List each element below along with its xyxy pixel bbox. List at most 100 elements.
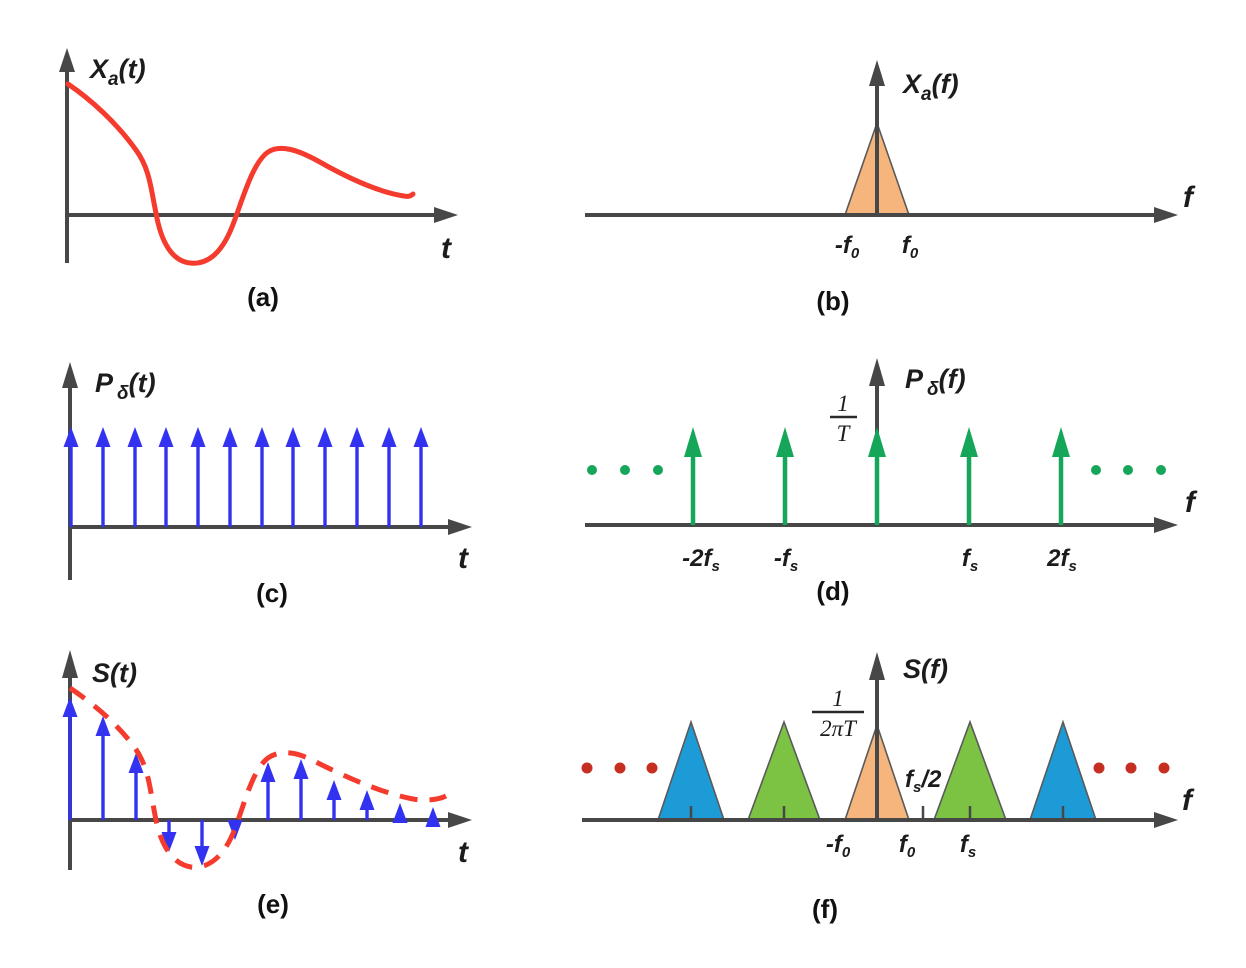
panel-e-xlabel: t [458,836,470,869]
panel-d-x-axis-arrowhead-icon [1154,517,1178,533]
impulse-arrowhead-icon [684,427,702,457]
panel-b-caption: (b) [816,286,849,316]
panel-d-y-axis-arrowhead-icon [869,358,885,386]
panel-a-xlabel: t [441,232,453,265]
impulse-arrowhead-icon [960,427,978,457]
impulse-arrowhead-icon [776,427,794,457]
panel-d-xlabel: f [1185,486,1198,519]
impulse-arrowhead-icon [254,427,270,447]
panel-d-tick-neg-fs: -fs [774,545,798,575]
panel-c-x-axis-arrowhead-icon [448,519,472,535]
impulse-arrowhead-icon [381,427,397,447]
ellipsis-dot [1156,465,1166,475]
panel-b: Xa(f) -f0 f0 f (b) [585,60,1196,316]
panel-b-xlabel: f [1183,181,1196,214]
panel-a-ylabel: Xa(t) [88,54,146,90]
panel-e-x-axis-arrowhead-icon [448,812,472,828]
sampled-envelope-curve [68,685,448,870]
panel-f-tick-neg-f0: -f0 [826,831,851,861]
panel-a-x-axis-arrowhead-icon [434,207,458,223]
panel-c-caption: (c) [256,578,288,608]
impulse-arrowhead-icon [413,427,429,447]
impulse-arrowhead-icon [317,427,333,447]
spectrum-triangle [1028,719,1098,821]
panel-a: Xa(t) t (a) [59,48,458,312]
panel-d-ellipsis-dots [587,465,1166,475]
panel-f-x-axis-arrowhead-icon [1154,812,1178,828]
impulse-arrowhead-icon [1052,427,1070,457]
impulse-arrowhead-icon [359,790,375,810]
impulse-arrowhead-icon [222,427,238,447]
panel-d-amplitude-numerator: 1 [837,391,849,416]
panel-e: S(t) t (e) [62,650,472,919]
spectrum-triangle [656,719,726,821]
panel-d-impulse-train [684,427,1070,525]
impulse-arrowhead-icon [868,427,886,457]
panel-e-caption: (e) [257,889,289,919]
impulse-arrowhead-icon [127,427,143,447]
panel-f-y-axis-arrowhead-icon [869,652,885,680]
panel-c-y-axis-arrowhead-icon [62,362,78,388]
panel-f-tick-pos-fs: fs [960,831,976,861]
panel-e-ylabel: S(t) [92,658,137,688]
panel-a-y-axis-arrowhead-icon [59,48,75,72]
panel-d-tick-neg-2fs: -2fs [682,545,720,575]
panel-f-half-fs-label: fs/2 [905,766,942,796]
impulse-arrowhead-icon [95,427,111,447]
panel-d-tick-pos-2fs: 2fs [1046,545,1077,575]
impulse-arrowhead-icon [425,807,441,827]
panel-e-y-axis-arrowhead-icon [62,650,78,678]
panel-f-ylabel: S(f) [903,654,948,684]
panel-f-xlabel: f [1182,784,1195,817]
ellipsis-dot [620,465,630,475]
impulse-arrowhead-icon [158,427,174,447]
ellipsis-dot [646,762,658,774]
panel-f-tick-pos-f0: f0 [899,831,916,861]
panel-a-caption: (a) [247,282,279,312]
panel-b-tick-neg-f0: -f0 [835,232,860,262]
panel-f-amplitude-numerator: 1 [832,686,844,711]
impulse-arrowhead-icon [349,427,365,447]
panel-c-impulse-train [63,427,429,527]
panel-b-x-axis-arrowhead-icon [1154,207,1178,223]
panel-f-ellipsis-dots [581,762,1170,774]
impulse-arrowhead-icon [62,697,78,717]
ellipsis-dot [614,762,626,774]
impulse-arrowhead-icon [128,753,144,773]
impulse-arrowhead-icon [190,427,206,447]
panel-d-amplitude-denominator: T [837,421,852,446]
panel-f-axis-ticks [689,806,1065,820]
panel-d-tick-pos-fs: fs [962,545,978,575]
panel-c-xlabel: t [458,542,470,575]
ellipsis-dot [581,762,593,774]
ellipsis-dot [653,465,663,475]
impulse-arrowhead-icon [293,759,309,779]
panel-f: 1 2πT S(f) fs/2 -f0 f0 fs f (f) [581,652,1195,924]
ellipsis-dot [1091,465,1101,475]
panel-b-ylabel: Xa(f) [901,69,959,105]
panel-b-tick-pos-f0: f0 [902,232,919,262]
spectrum-triangle [932,719,1008,821]
impulse-arrowhead-icon [63,427,79,447]
impulse-arrowhead-icon [194,846,210,866]
impulse-arrowhead-icon [260,762,276,782]
ellipsis-dot [587,465,597,475]
impulse-arrowhead-icon [285,427,301,447]
ellipsis-dot [1093,762,1105,774]
panel-f-amplitude-denominator: 2πT [820,716,858,741]
ellipsis-dot [1125,762,1137,774]
impulse-arrowhead-icon [95,716,111,736]
impulse-arrowhead-icon [392,803,408,823]
impulse-arrowhead-icon [326,780,342,800]
spectrum-triangle [746,719,822,821]
panel-b-y-axis-arrowhead-icon [869,60,885,86]
ellipsis-dot [1123,465,1133,475]
impulse-arrowhead-icon [161,832,177,852]
analog-signal-curve [65,81,416,266]
ellipsis-dot [1158,762,1170,774]
